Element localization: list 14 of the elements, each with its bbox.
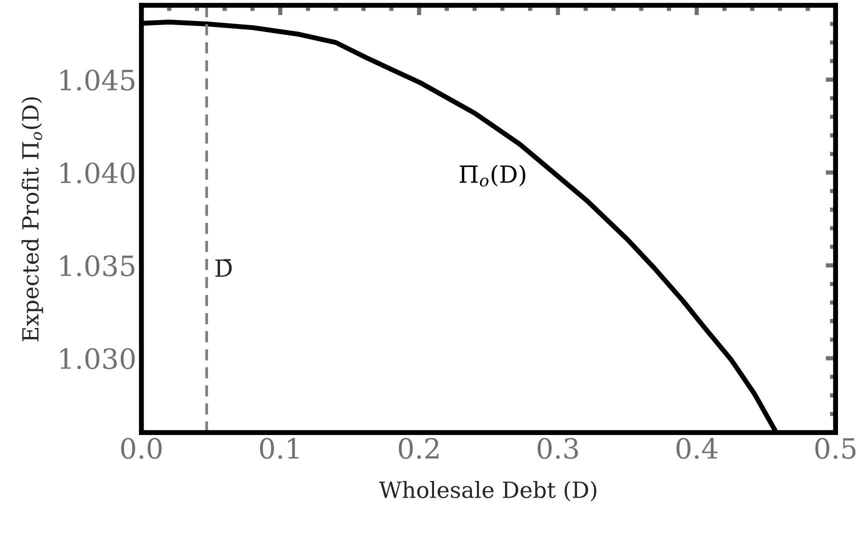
ref-line-label: D̄	[215, 259, 232, 277]
x-tick-label: 0.4	[676, 438, 718, 459]
y-tick-label: 1.030	[60, 348, 135, 370]
y-tick-label: 1.040	[60, 162, 135, 184]
x-axis-title: Wholesale Debt (D)	[379, 480, 596, 502]
y-tick-label: 1.045	[60, 70, 134, 91]
x-tick-label: 0.5	[815, 438, 856, 459]
x-tick-label: 0.2	[398, 438, 438, 459]
series-label: Π$_{o}$(D)	[460, 164, 526, 187]
y-tick-label: 1.035	[60, 255, 134, 276]
x-tick-label: 0.3	[538, 438, 578, 459]
x-tick-label: 0.0	[121, 438, 162, 459]
x-tick-label: 0.1	[260, 438, 298, 459]
y-axis-title: Expected Profit Π$_{o}$(D)	[22, 97, 44, 342]
